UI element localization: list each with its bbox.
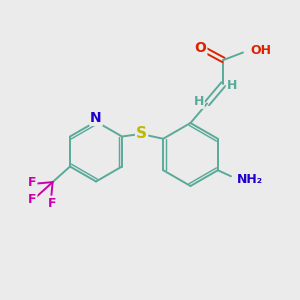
Text: S: S	[136, 126, 147, 141]
Text: O: O	[194, 41, 206, 55]
Text: F: F	[28, 176, 37, 189]
Text: H: H	[227, 79, 237, 92]
Text: F: F	[48, 196, 57, 210]
Text: H: H	[194, 95, 204, 108]
Text: NH₂: NH₂	[236, 173, 262, 186]
Text: F: F	[28, 193, 37, 206]
Text: OH: OH	[250, 44, 272, 57]
Text: N: N	[90, 111, 102, 125]
